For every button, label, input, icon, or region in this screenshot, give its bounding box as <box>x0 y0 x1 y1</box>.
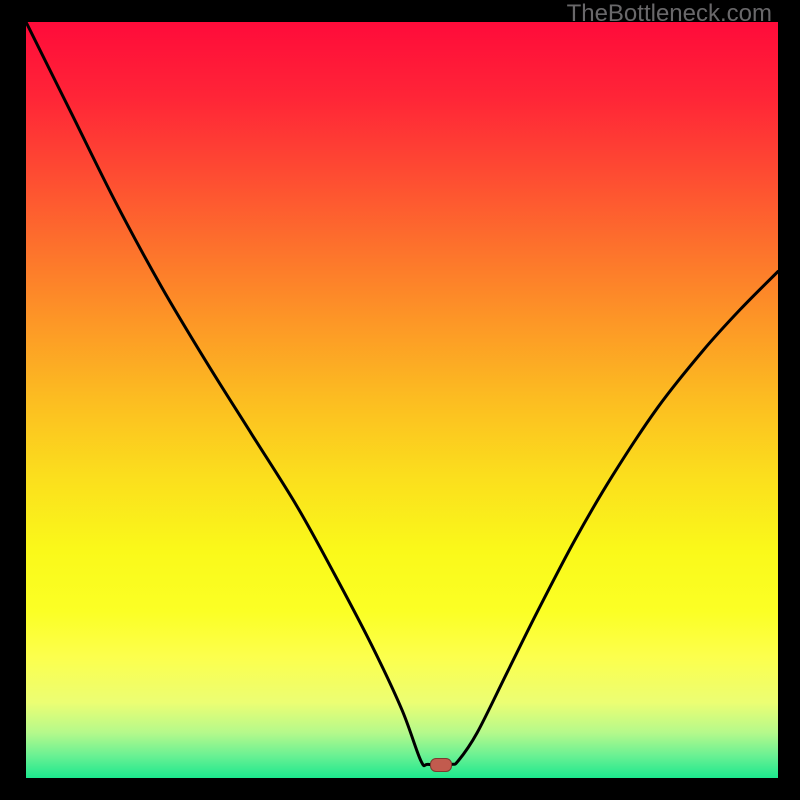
chart-frame: TheBottleneck.com <box>0 0 800 800</box>
bottleneck-marker <box>430 758 452 772</box>
curve-layer <box>26 22 778 778</box>
plot-area <box>26 22 778 778</box>
watermark-label: TheBottleneck.com <box>567 0 772 28</box>
bottleneck-curve <box>26 22 778 766</box>
